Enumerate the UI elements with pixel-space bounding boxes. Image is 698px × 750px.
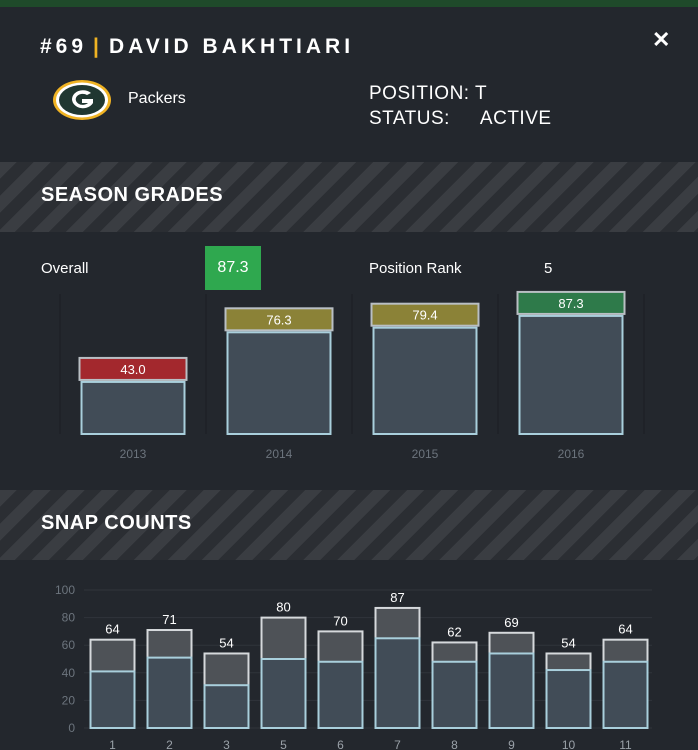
- snap-week-label: 5: [280, 738, 287, 750]
- position-rank-value: 5: [544, 260, 553, 277]
- snap-y-tick: 0: [68, 721, 75, 735]
- snap-counts-band: SNAP COUNTS: [0, 490, 698, 560]
- snap-week-label: 11: [619, 738, 632, 750]
- snap-bar-inner: [374, 637, 421, 729]
- snap-bar-inner: [260, 658, 307, 729]
- season-grades-chart: 43.0 2013 76.3 2014 79.4 2015 87.3 2016: [59, 290, 645, 461]
- snap-week-label: 6: [337, 738, 344, 750]
- close-icon[interactable]: ✕: [652, 27, 671, 52]
- grade-label-box: [370, 302, 480, 327]
- snap-y-tick: 100: [55, 583, 75, 597]
- snap-week-label: 8: [451, 738, 458, 750]
- snap-value-label: 54: [219, 635, 233, 650]
- snap-value-label: 71: [162, 612, 176, 627]
- grade-bar: [372, 326, 478, 435]
- snap-bar-inner: [317, 660, 364, 729]
- snap-y-tick: 80: [62, 611, 76, 625]
- snap-bar-inner: [203, 684, 250, 729]
- snap-y-tick: 20: [62, 693, 76, 707]
- grade-value-label: 79.4: [412, 308, 437, 323]
- grade-value-label: 76.3: [266, 312, 291, 327]
- grade-bar: [518, 314, 624, 435]
- grade-value-label: 87.3: [558, 296, 583, 311]
- snap-y-tick: 40: [62, 666, 76, 680]
- grade-year-label: 2015: [412, 447, 439, 461]
- snap-value-label: 87: [390, 590, 404, 605]
- grade-year-label: 2014: [266, 447, 293, 461]
- snap-week-label: 3: [223, 738, 230, 750]
- snap-value-label: 62: [447, 624, 461, 639]
- snap-value-label: 64: [618, 622, 632, 637]
- snap-value-label: 54: [561, 635, 575, 650]
- snap-bar-inner: [545, 669, 592, 729]
- snap-week-label: 1: [109, 738, 116, 750]
- season-grades-band: SEASON GRADES: [0, 162, 698, 232]
- title-separator: |: [93, 35, 103, 58]
- snap-y-tick: 60: [62, 638, 76, 652]
- snap-value-label: 69: [504, 615, 518, 630]
- snap-week-label: 7: [394, 738, 401, 750]
- grade-bar: [226, 331, 332, 435]
- grade-bar: [80, 380, 186, 435]
- snap-value-label: 64: [105, 622, 119, 637]
- player-title: #69 | DAVID BAKHTIARI: [40, 35, 354, 59]
- snap-counts-chart: 0 20 40 60 80 100 64 1 71 2 54 3 80 5 70 6 87 7 62 8 69 9 54 10…: [55, 583, 652, 750]
- position-rank-label: Position Rank: [369, 260, 462, 277]
- team-name: Packers: [128, 90, 186, 107]
- grade-value-label: 43.0: [120, 362, 145, 377]
- snap-value-label: 70: [333, 613, 347, 628]
- snap-bar-inner: [488, 652, 535, 729]
- position-value: T: [475, 83, 488, 104]
- snap-counts-title: SNAP COUNTS: [41, 512, 192, 534]
- grade-label-box: [516, 290, 626, 315]
- top-accent-bar: [0, 0, 698, 7]
- snap-week-label: 9: [508, 738, 515, 750]
- overall-grade-badge: 87.3: [205, 246, 261, 290]
- snap-counts-panel: 0 20 40 60 80 100 64 1 71 2 54 3 80 5 70 6 87 7 62 8 69 9 54 10…: [0, 560, 698, 750]
- snap-week-label: 2: [166, 738, 173, 750]
- snap-week-label: 10: [562, 738, 576, 750]
- snap-bar-inner: [146, 656, 193, 729]
- grade-label-box: [78, 356, 188, 381]
- player-number: #69: [40, 35, 88, 58]
- player-name: DAVID BAKHTIARI: [108, 35, 355, 58]
- position-label: POSITION:: [369, 83, 470, 104]
- packers-logo: [53, 80, 111, 120]
- player-header: #69 | DAVID BAKHTIARI ✕ Packers POSITION: …: [0, 7, 698, 162]
- season-grades-title: SEASON GRADES: [41, 184, 224, 206]
- grade-year-label: 2013: [120, 447, 147, 461]
- grade-label-box: [224, 307, 334, 332]
- snap-bar-inner: [431, 660, 478, 729]
- snap-bar-inner: [89, 670, 136, 729]
- status-label: STATUS:: [369, 108, 450, 129]
- snap-bar-inner: [602, 660, 649, 729]
- snap-value-label: 80: [276, 600, 290, 615]
- season-grades-panel: Overall Position Rank 5 43.0 2013 76.3 2014…: [0, 232, 698, 490]
- status-value: ACTIVE: [479, 108, 552, 129]
- player-info: POSITION: T STATUS: ACTIVE: [369, 81, 552, 131]
- overall-label: Overall: [41, 260, 89, 277]
- grade-year-label: 2016: [558, 447, 585, 461]
